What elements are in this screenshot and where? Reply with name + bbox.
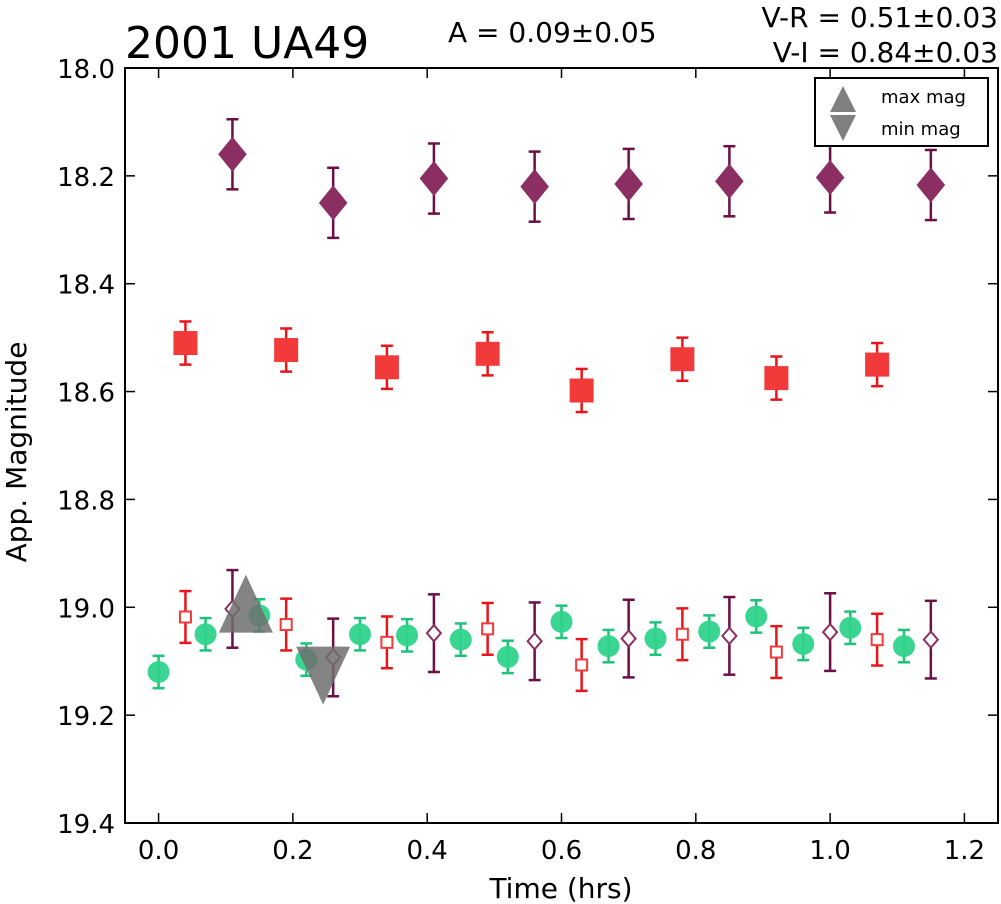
data-point — [870, 633, 884, 647]
legend-min-mag-label: min mag — [881, 119, 961, 140]
data-point — [178, 610, 192, 624]
data-point — [349, 623, 372, 646]
data-point — [575, 658, 589, 672]
x-tick-label: 0.0 — [138, 836, 179, 866]
data-point — [698, 620, 721, 643]
data-point — [218, 136, 247, 172]
data-point — [792, 632, 815, 655]
y-tick-label: 18.2 — [57, 163, 115, 193]
series-3 — [178, 589, 884, 693]
data-point — [496, 645, 519, 668]
data-point — [425, 623, 443, 643]
data-point — [526, 631, 543, 651]
data-point — [380, 635, 394, 649]
data-point — [520, 169, 549, 205]
data-point — [922, 630, 940, 650]
y-axis-label: App. Magnitude — [0, 342, 33, 563]
series-1 — [173, 320, 890, 414]
legend-max-mag-marker — [830, 86, 856, 112]
data-point — [274, 338, 299, 363]
chart-title: 2001 UA49 — [125, 18, 369, 69]
data-point — [839, 616, 862, 639]
plot-frame — [124, 67, 999, 824]
data-point — [745, 605, 768, 628]
data-point — [173, 331, 198, 356]
data-point — [675, 627, 689, 641]
x-tick-label: 1.2 — [944, 836, 985, 866]
data-point — [194, 623, 217, 646]
legend-max-mag-label: max mag — [881, 87, 966, 108]
color-index-vi: V-I = 0.84±0.03 — [773, 36, 998, 69]
data-point — [419, 160, 449, 197]
data-point — [396, 624, 419, 647]
data-point — [865, 352, 890, 377]
x-tick-label: 0.2 — [272, 836, 313, 866]
data-point — [821, 622, 839, 642]
legend-min-mag-marker — [830, 115, 856, 141]
amplitude-label: A = 0.09±0.05 — [448, 16, 657, 49]
data-point — [147, 661, 170, 683]
data-point — [318, 185, 348, 221]
x-tick-label: 0.4 — [407, 836, 448, 866]
data-point — [481, 622, 495, 636]
data-point — [892, 635, 915, 658]
data-point — [769, 645, 783, 659]
y-tick-label: 19.2 — [57, 702, 115, 732]
data-point — [550, 610, 573, 633]
color-index-vr: V-R = 0.51±0.03 — [762, 1, 998, 34]
data-point — [670, 347, 695, 372]
min-mag-marker — [296, 646, 351, 705]
data-point — [279, 618, 293, 632]
data-point — [644, 627, 667, 650]
data-point — [620, 629, 637, 649]
x-tick-label: 1.0 — [809, 836, 850, 866]
x-tick-label: 0.6 — [541, 836, 582, 866]
data-point — [815, 159, 845, 196]
y-tick-label: 19.0 — [57, 594, 115, 624]
data-point — [475, 341, 500, 366]
x-axis-label: Time (hrs) — [488, 872, 632, 904]
data-point — [449, 628, 472, 651]
data-point — [374, 355, 399, 380]
data-point — [721, 626, 738, 646]
legend: max mag min mag — [814, 77, 989, 147]
data-point — [597, 635, 620, 658]
max-mag-marker — [218, 574, 273, 633]
series-0 — [218, 117, 946, 240]
y-tick-label: 18.0 — [57, 55, 115, 85]
data-point — [715, 163, 744, 199]
y-tick-label: 18.4 — [57, 271, 115, 301]
data-point — [569, 378, 594, 403]
data-point — [916, 167, 946, 203]
y-tick-label: 19.4 — [57, 810, 115, 840]
y-tick-label: 18.6 — [57, 379, 115, 409]
data-point — [614, 166, 643, 202]
data-point — [764, 366, 789, 391]
y-tick-label: 18.8 — [57, 486, 115, 516]
x-tick-label: 0.8 — [675, 836, 716, 866]
